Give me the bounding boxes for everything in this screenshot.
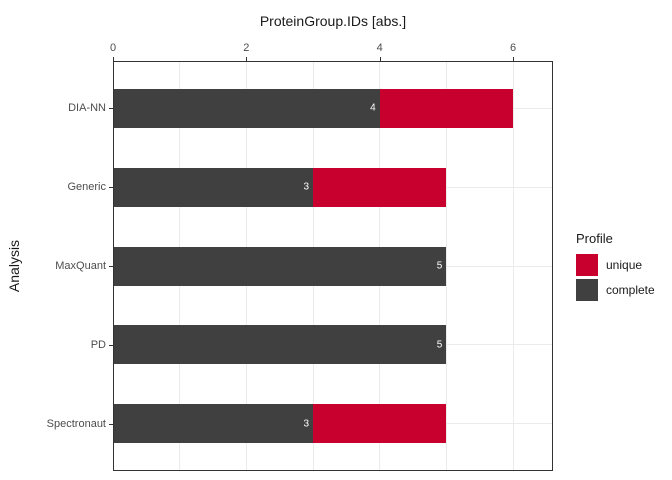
y-tick-DIA-NN: [109, 108, 113, 110]
legend-items: unique complete: [576, 254, 655, 301]
x-tick-2: [246, 57, 248, 61]
bar-value-label-Spectronaut: 3: [303, 418, 309, 430]
x-axis-title: ProteinGroup.IDs [abs.]: [259, 13, 407, 29]
bar-complete-Spectronaut: [113, 404, 313, 444]
y-tick-PD: [109, 344, 113, 346]
legend-item-unique: unique: [576, 254, 655, 276]
x-tick-label-2: 2: [243, 42, 250, 54]
bar-complete-DIA-NN: [113, 88, 380, 128]
bar-unique-Spectronaut: [313, 404, 447, 444]
plot-panel: 4 3 5 5 3: [113, 61, 553, 471]
bar-value-label-Generic: 3: [303, 181, 309, 193]
x-tick-6: [513, 57, 514, 61]
y-tick-label-Generic: Generic: [67, 181, 106, 194]
legend-item-complete: complete: [576, 279, 655, 301]
legend-title: Profile: [576, 231, 613, 246]
bar-unique-Generic: [313, 167, 447, 207]
bar-complete-Generic: [113, 167, 313, 207]
y-tick-label-MaxQuant: MaxQuant: [55, 260, 106, 272]
y-tick-label-PD: PD: [90, 338, 106, 351]
bar-complete-PD: [113, 325, 447, 365]
bar-value-label-DIA-NN: 4: [370, 102, 376, 114]
y-tick-MaxQuant: [109, 266, 113, 267]
y-tick-Spectronaut: [109, 423, 113, 425]
bar-value-label-PD: 5: [436, 339, 443, 351]
x-tick-4: [379, 57, 381, 61]
x-tick-0: [113, 57, 114, 61]
y-axis-title: Analysis: [6, 239, 23, 293]
legend-label-complete: complete: [606, 283, 655, 297]
legend-key-swatch-complete: [576, 279, 598, 301]
legend: Profile unique complete: [576, 231, 655, 304]
legend-label-unique: unique: [606, 258, 643, 272]
bar-complete-MaxQuant: [113, 246, 447, 286]
legend-key-swatch-unique: [576, 254, 598, 276]
bar-value-label-MaxQuant: 5: [436, 260, 443, 272]
y-axis-title-wrap: Analysis: [4, 61, 24, 471]
x-tick-label-4: 4: [376, 42, 383, 54]
x-tick-label-0: 0: [109, 42, 117, 54]
y-tick-label-Spectronaut: Spectronaut: [46, 417, 106, 430]
bar-unique-DIA-NN: [379, 88, 513, 128]
y-tick-label-DIA-NN: DIA-NN: [68, 102, 106, 115]
x-tick-label-6: 6: [509, 42, 517, 54]
y-tick-Generic: [109, 187, 113, 189]
